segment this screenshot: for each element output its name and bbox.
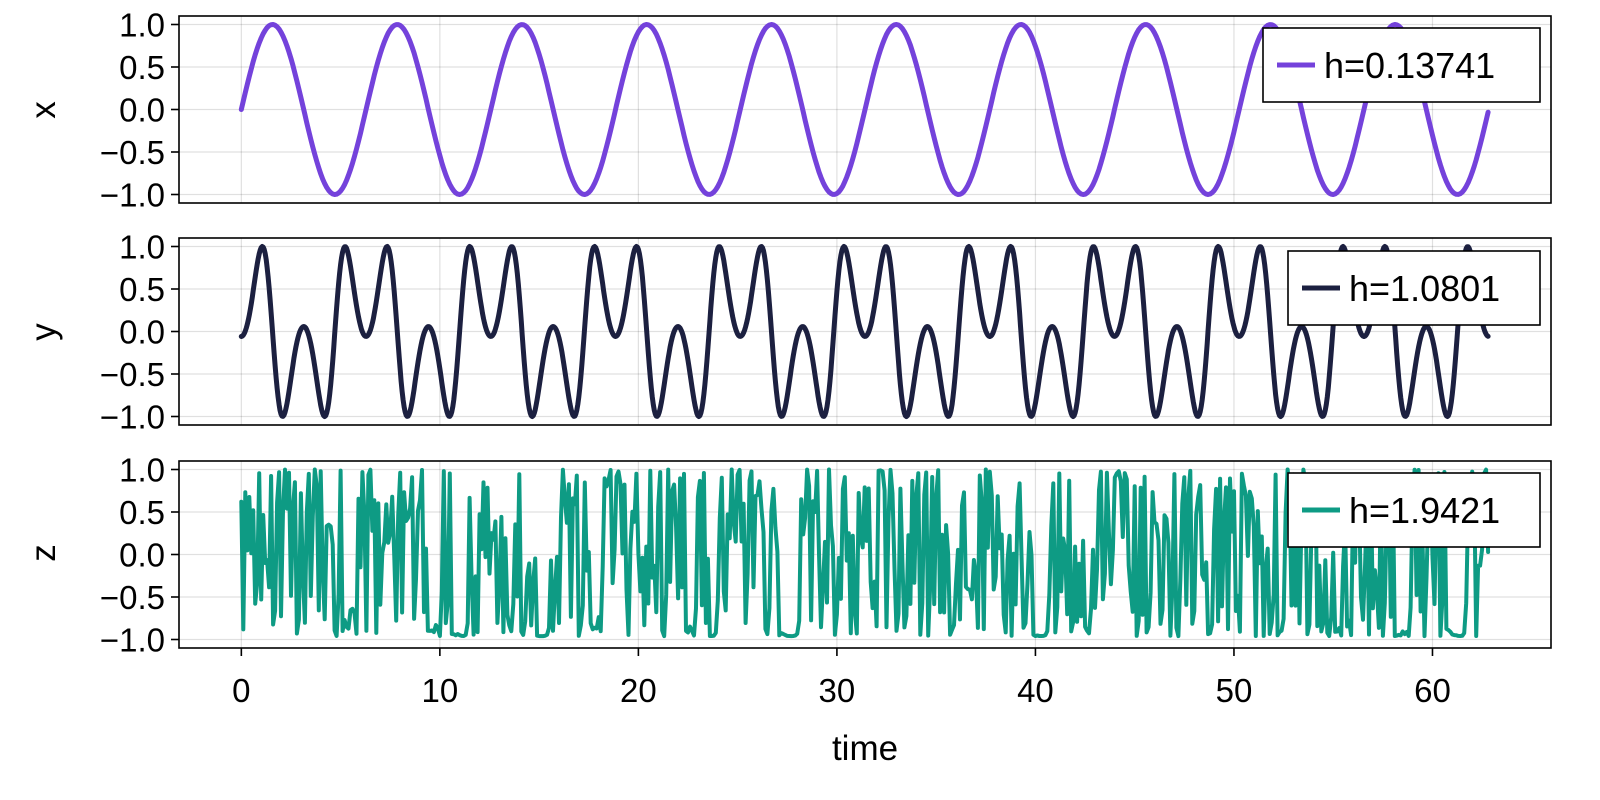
x-tick-label-2: 20 xyxy=(620,672,657,709)
panel-z-y-ticks: 1.0 0.5 0.0 −0.5 −1.0 xyxy=(100,452,179,659)
panel-z-y-axis-title: z xyxy=(24,544,63,562)
panel-x: x 1.0 0.5 0.0 −0.5 −1.0 h=0.13741 xyxy=(24,7,1552,214)
panel-z-y-tick-label-4: −1.0 xyxy=(100,622,165,659)
panel-z-y-tick-label-2: 0.0 xyxy=(119,537,165,574)
panel-x-y-ticks: 1.0 0.5 0.0 −0.5 −1.0 xyxy=(100,7,179,214)
panel-y-y-tick-label-3: −0.5 xyxy=(100,356,165,393)
panel-x-frame xyxy=(178,15,1552,204)
x-axis-ticks: 0 10 20 30 40 50 60 xyxy=(232,648,1451,709)
panel-y: y 1.0 0.5 0.0 −0.5 −1.0 h=1.0801 xyxy=(24,229,1552,436)
panel-y-frame xyxy=(178,237,1552,426)
panel-y-y-axis-title: y xyxy=(24,323,63,341)
x-tick-label-3: 30 xyxy=(819,672,856,709)
panel-z-legend-label: h=1.9421 xyxy=(1349,490,1500,531)
panel-x-legend: h=0.13741 xyxy=(1262,27,1541,103)
panel-x-y-tick-label-2: 0.0 xyxy=(119,92,165,129)
panel-y-legend: h=1.0801 xyxy=(1287,250,1541,326)
panel-x-y-tick-label-4: −1.0 xyxy=(100,177,165,214)
panel-z: z 1.0 0.5 0.0 −0.5 −1.0 h=1.9421 xyxy=(24,452,1552,659)
panel-y-y-tick-label-0: 1.0 xyxy=(119,229,165,266)
panel-x-y-axis-title: x xyxy=(24,101,63,119)
x-tick-label-0: 0 xyxy=(232,672,250,709)
panel-y-legend-label: h=1.0801 xyxy=(1349,268,1500,309)
panel-x-y-tick-label-0: 1.0 xyxy=(119,7,165,44)
x-tick-label-5: 50 xyxy=(1216,672,1253,709)
panel-z-y-tick-label-3: −0.5 xyxy=(100,579,165,616)
panel-z-frame xyxy=(178,460,1552,649)
panel-x-y-tick-label-1: 0.5 xyxy=(119,49,165,86)
panel-z-series-line xyxy=(239,467,1491,639)
x-tick-label-1: 10 xyxy=(422,672,459,709)
panel-y-y-ticks: 1.0 0.5 0.0 −0.5 −1.0 xyxy=(100,229,179,436)
panel-y-y-tick-label-4: −1.0 xyxy=(100,399,165,436)
panel-y-y-tick-label-2: 0.0 xyxy=(119,314,165,351)
x-axis-title: time xyxy=(832,729,898,768)
panel-z-legend: h=1.9421 xyxy=(1287,472,1541,548)
panel-x-y-tick-label-3: −0.5 xyxy=(100,134,165,171)
panel-z-y-tick-label-0: 1.0 xyxy=(119,452,165,489)
panel-z-y-tick-label-1: 0.5 xyxy=(119,494,165,531)
panel-y-series-line xyxy=(238,244,1491,419)
x-tick-label-6: 60 xyxy=(1414,672,1451,709)
panel-y-y-tick-label-1: 0.5 xyxy=(119,271,165,308)
panel-x-legend-label: h=0.13741 xyxy=(1324,45,1495,86)
x-tick-label-4: 40 xyxy=(1017,672,1054,709)
